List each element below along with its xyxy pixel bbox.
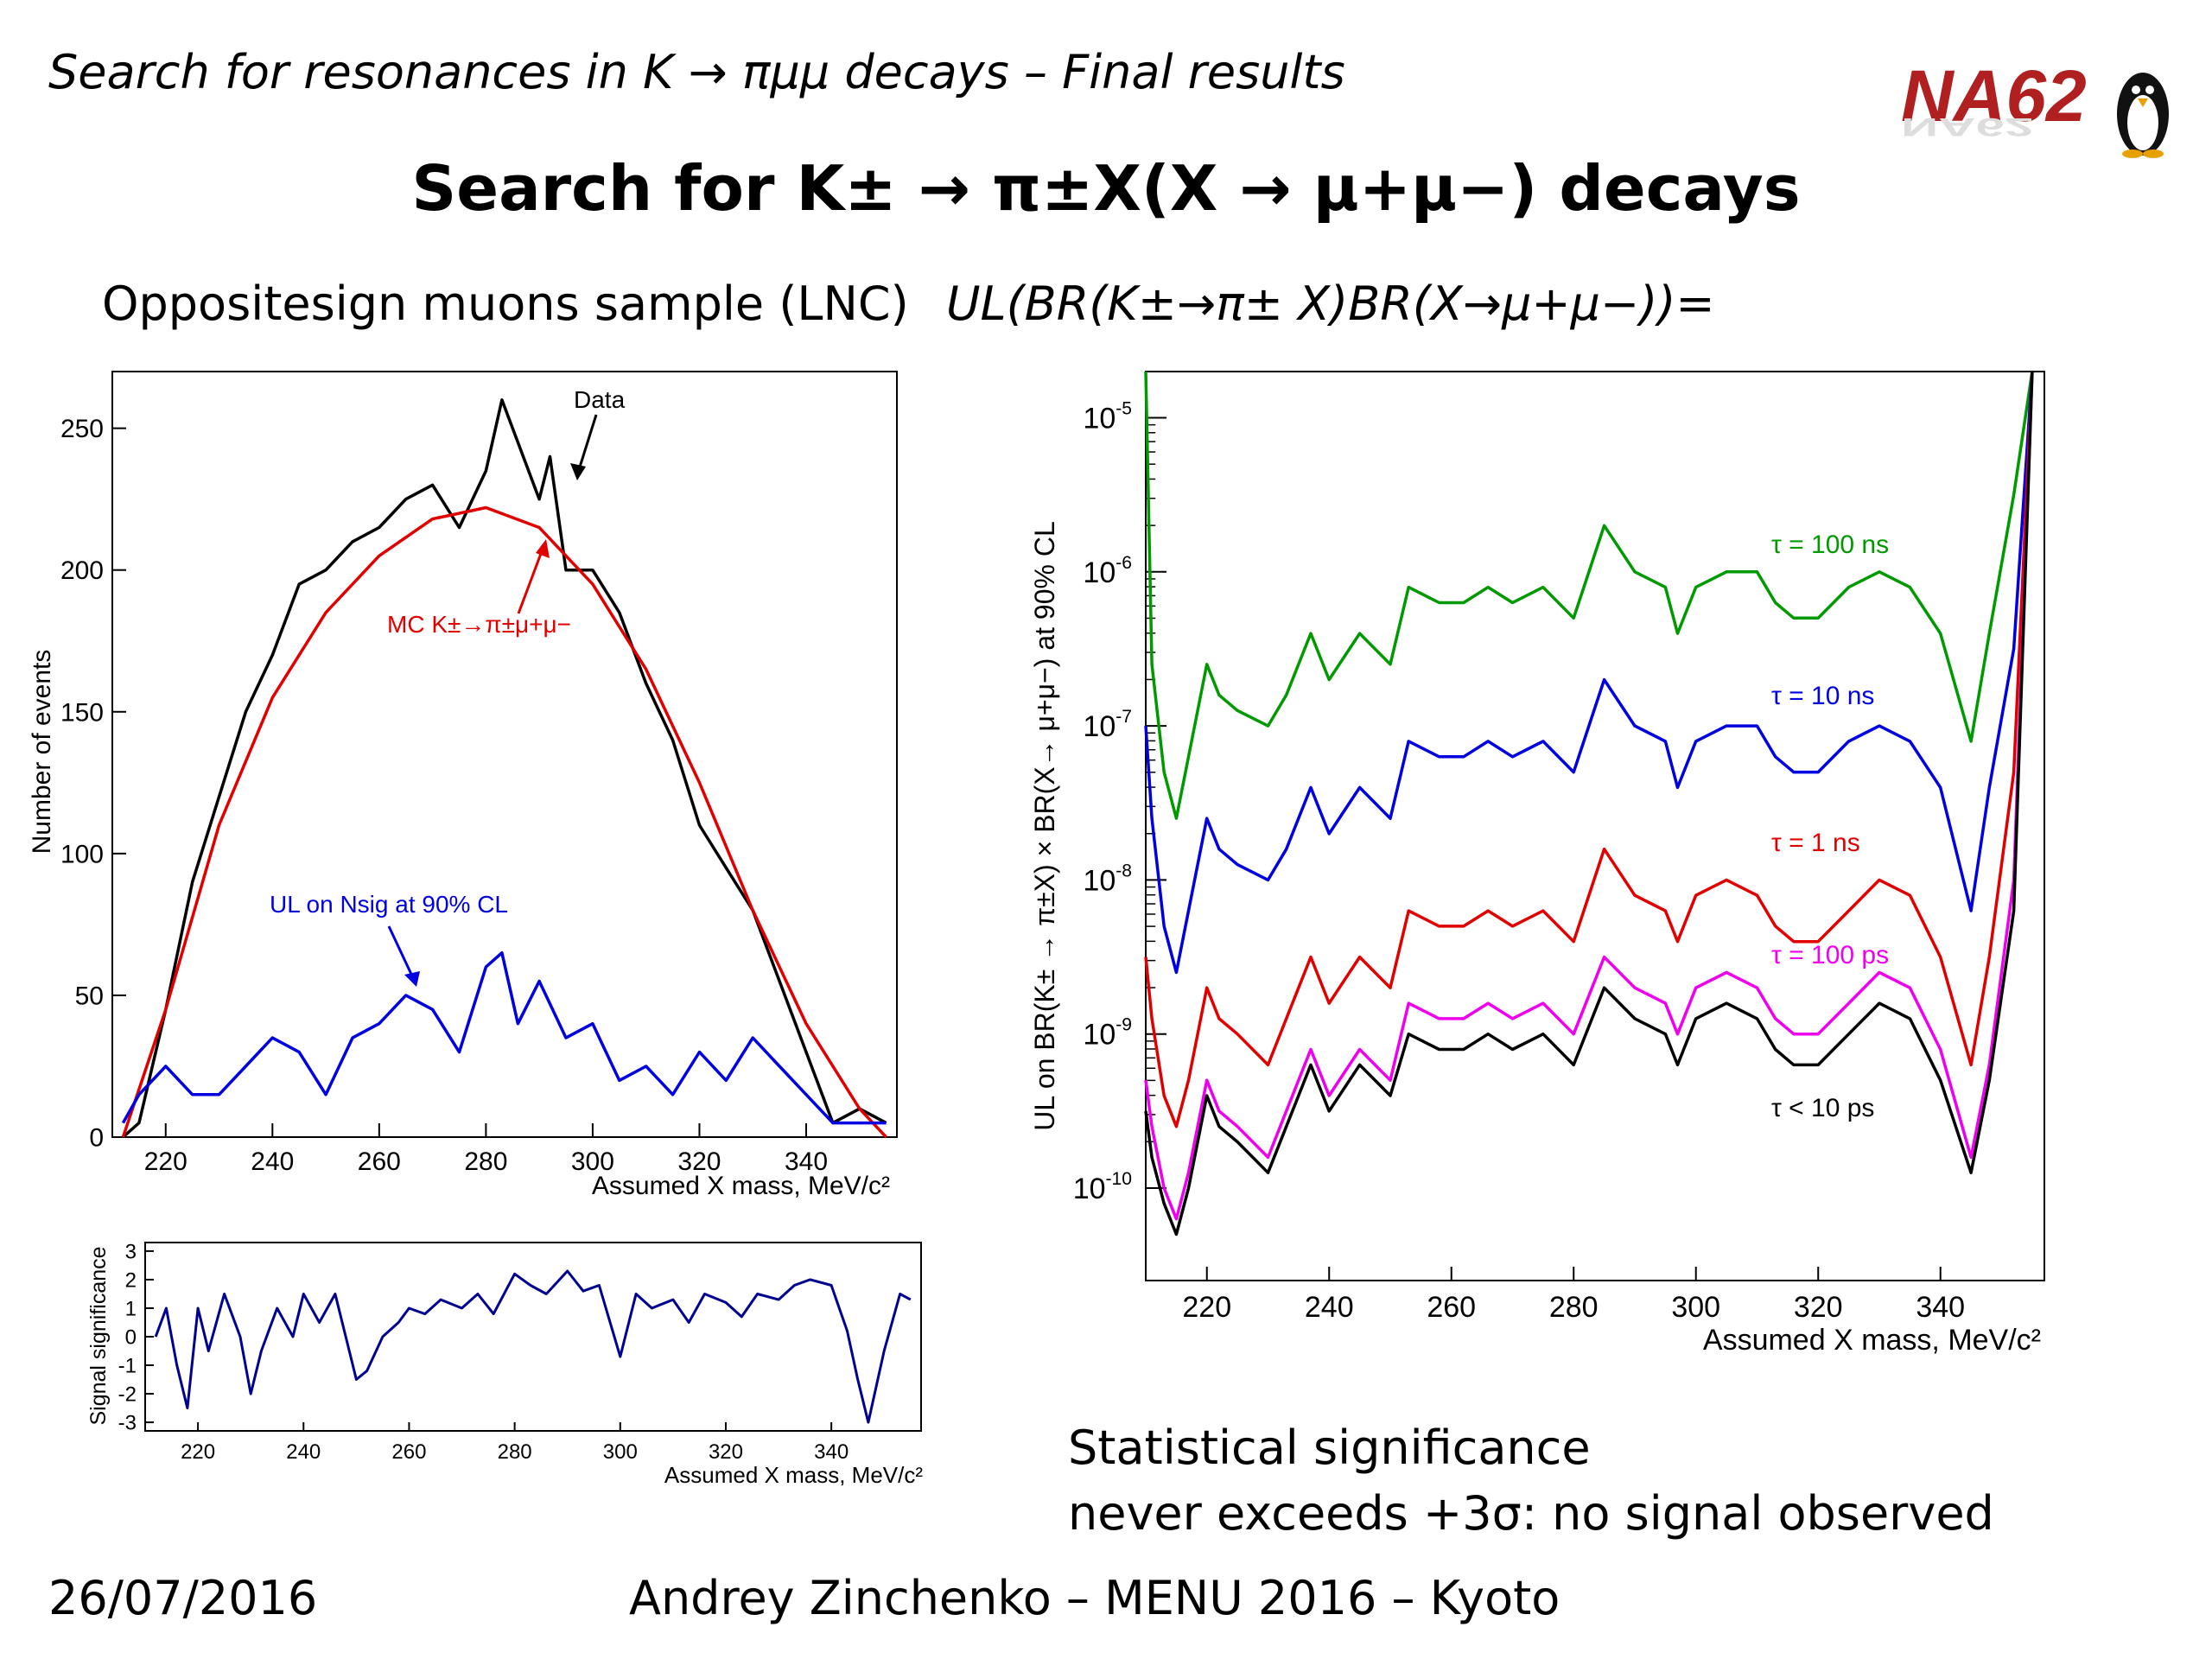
y-tick-label: 3 [125,1240,137,1263]
series-line-1 [1144,371,2034,975]
ul-annotation: UL on Nsig at 90% CL [270,891,508,918]
x-tick-label: 340 [785,1147,828,1176]
signif-axis-ticks: 220 240 260 280 300 320 340 -3 -2 -1 0 1 2 3 [118,1240,849,1464]
penguin-icon [2117,73,2169,158]
main-y-axis-label: Number of events [28,650,56,855]
signif-series-group [154,1269,912,1424]
x-tick-label: 260 [1427,1291,1476,1324]
ul-series-label-3: τ = 100 ps [1771,941,1889,969]
series-line-0 [154,1269,912,1424]
ul-arrow-head [404,971,420,987]
footer-author-conference: Andrey Zinchenko – MENU 2016 – Kyoto [629,1571,1560,1625]
data-arrow [575,414,598,476]
y-tick-label: 0 [89,1124,104,1153]
signif-plot-frame [144,1242,922,1432]
ul-x-axis-label: Assumed X mass, MeV/c² [1703,1324,2041,1357]
ul-series-label-0: τ = 100 ns [1771,531,1889,559]
y-tick-label: 2 [125,1268,137,1292]
y-tick-label: 1 [125,1297,137,1320]
main-series-group [121,398,887,1139]
slide-title: Search for K± → π±X(X → μ+μ−) decays [411,152,1801,225]
x-tick-label: 340 [814,1440,849,1464]
y-tick-label: -2 [118,1382,137,1406]
main-x-axis-label: Assumed X mass, MeV/c² [592,1172,890,1200]
y-tick-label: -3 [118,1411,137,1434]
y-tick-label: 150 [60,698,104,727]
x-tick-label: 260 [358,1147,401,1176]
x-tick-label: 340 [1916,1291,1965,1324]
y-tick-label: 0 [125,1325,137,1349]
ul-y-axis-label: UL on BR(K± → π±X) × BR(X→ μ+μ−) at 90% … [1029,521,1060,1131]
slide-header: Search for resonances in K → πμμ decays … [48,45,1345,99]
y-tick-label: 10-5 [1083,398,1132,435]
y-tick-label: 10-7 [1083,707,1132,743]
x-tick-label: 220 [181,1440,215,1464]
y-tick-label: 100 [60,840,104,868]
conclusion-line-2: never exceeds +3σ: no signal observed [1068,1486,1994,1541]
ul-axis-ticks: 220 240 260 280 300 320 340 10-10 10-9 10-8 10-7 10… [1073,398,1965,1324]
series-line-1 [121,505,887,1139]
x-tick-label: 220 [144,1147,188,1176]
x-tick-label: 220 [1182,1291,1231,1324]
series-line-2 [121,950,887,1125]
left-caption: Oppositesign muons sample (LNC) [102,276,909,331]
right-caption: UL(BR(K±→π± X)BR(X→μ+μ−))= [946,276,1715,331]
series-line-0 [1144,371,2034,820]
mc-arrow [517,543,546,614]
y-tick-label: -1 [118,1354,137,1377]
ul-series-group [1144,371,2034,1236]
ul-series-label-4: τ < 10 ps [1771,1094,1874,1122]
ul-series-labels: τ = 100 ns τ = 10 ns τ = 1 ns τ = 100 ps τ <… [1771,531,1889,1122]
conclusion-line-1: Statistical significance [1068,1421,1591,1475]
main-plot-frame [111,371,898,1138]
x-tick-label: 260 [391,1440,426,1464]
y-tick-label: 200 [60,556,104,585]
mc-annotation: MC K±→π±μ+μ− [387,611,571,638]
x-tick-label: 320 [709,1440,743,1464]
ul-plot-frame [1145,371,2045,1281]
series-line-3 [1144,371,2034,1221]
data-annotation: Data [574,386,626,413]
x-tick-label: 300 [571,1147,614,1176]
data-arrow-head [570,463,586,480]
ul-series-label-2: τ = 1 ns [1771,829,1860,857]
x-tick-label: 240 [251,1147,294,1176]
mc-arrow-head [536,539,550,558]
x-tick-label: 280 [464,1147,507,1176]
x-tick-label: 320 [677,1147,721,1176]
x-tick-label: 300 [603,1440,638,1464]
logo-text: NA62 [1901,55,2087,137]
x-tick-label: 240 [286,1440,321,1464]
logo-reflection-text: NA62 [1901,112,2033,142]
y-tick-label: 10-10 [1073,1169,1132,1205]
x-tick-label: 280 [498,1440,532,1464]
y-tick-label: 10-6 [1083,553,1132,589]
series-line-0 [122,398,887,1139]
ul-series-label-1: τ = 10 ns [1771,682,1874,710]
series-line-4 [1144,371,2034,1236]
series-line-2 [1144,371,2034,1128]
y-tick-label: 50 [75,982,104,1010]
ul-arrow [387,925,416,982]
signif-x-axis-label: Assumed X mass, MeV/c² [664,1462,923,1488]
conclusion-text: Statistical significance never exceeds +… [1068,1415,1994,1547]
signif-y-axis-label: Signal significance [86,1246,111,1425]
na62-logo: NA62 NA62 [1892,45,2186,166]
y-tick-label: 10-9 [1083,1015,1132,1052]
footer-date: 26/07/2016 [48,1571,318,1625]
y-tick-label: 250 [60,415,104,443]
main-axis-ticks: 220 240 260 280 300 320 340 0 50 100 150 200 250 [60,415,828,1176]
x-tick-label: 240 [1305,1291,1354,1324]
y-tick-label: 10-8 [1083,861,1132,897]
x-tick-label: 280 [1549,1291,1599,1324]
x-tick-label: 300 [1671,1291,1720,1324]
x-tick-label: 320 [1794,1291,1843,1324]
